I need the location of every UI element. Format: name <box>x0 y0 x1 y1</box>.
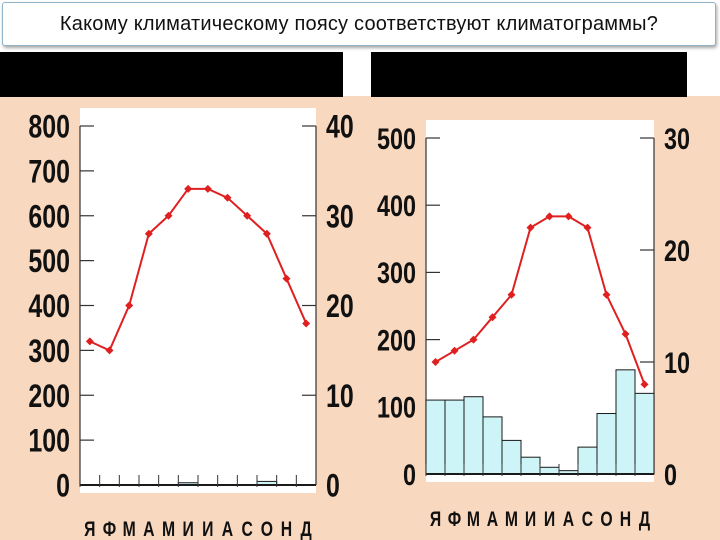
temperature-point <box>85 337 94 346</box>
month-label: А <box>222 517 233 540</box>
temperature-point <box>450 346 459 355</box>
precip-bar <box>444 399 465 475</box>
temperature-point <box>507 290 516 299</box>
temperature-line <box>89 187 308 352</box>
temp-tick-label: 10 <box>664 346 690 379</box>
temp-tick-label: 40 <box>326 110 354 146</box>
temperature-point <box>583 223 592 232</box>
header-bar-left <box>0 52 343 97</box>
month-label: М <box>505 507 518 531</box>
precip-bar <box>539 466 560 475</box>
month-label: Ф <box>448 507 462 531</box>
plot-background-1 <box>80 108 316 493</box>
temperature-point <box>125 301 134 310</box>
precip-bar <box>482 416 503 475</box>
precip-tick-label: 100 <box>377 391 416 424</box>
precip-bar <box>634 392 655 475</box>
temperature-point <box>105 346 114 355</box>
temperature-point <box>262 229 271 238</box>
temperature-point <box>526 223 535 232</box>
month-label: И <box>544 507 555 531</box>
temp-tick-label: 30 <box>326 199 354 235</box>
temperature-point <box>602 290 611 299</box>
month-label: Ф <box>103 517 117 540</box>
temperature-point <box>564 212 573 221</box>
month-label: Я <box>84 517 95 540</box>
precip-tick-label: 400 <box>28 289 70 325</box>
month-label: А <box>143 517 154 540</box>
month-label: С <box>582 507 593 531</box>
month-label: О <box>600 507 612 531</box>
precip-bar <box>520 456 541 475</box>
precip-tick-label: 200 <box>377 324 416 357</box>
temperature-point <box>184 184 193 193</box>
temperature-point <box>223 193 232 202</box>
precip-tick-label: 400 <box>377 189 416 222</box>
temperature-point <box>431 358 440 366</box>
precip-bar <box>501 439 522 475</box>
precip-bar <box>425 399 446 475</box>
precip-tick-label: 700 <box>28 155 70 191</box>
temp-tick-label: 10 <box>326 379 354 415</box>
temp-tick-label: 0 <box>326 469 340 505</box>
temperature-point <box>144 229 153 238</box>
month-label: Я <box>430 507 441 531</box>
header-bar-right <box>371 52 687 97</box>
temp-tick-label: 30 <box>664 122 690 155</box>
month-label: Н <box>281 517 292 540</box>
precip-tick-label: 800 <box>28 110 70 146</box>
temperature-point <box>282 274 291 283</box>
precip-tick-label: 600 <box>28 199 70 235</box>
precip-bar <box>596 413 617 475</box>
precip-tick-label: 100 <box>28 424 70 460</box>
temp-tick-label: 20 <box>664 234 690 267</box>
month-label: О <box>261 517 273 540</box>
precip-tick-label: 0 <box>403 458 416 491</box>
precip-bar <box>577 446 598 475</box>
temperature-point <box>469 335 478 344</box>
temperature-point <box>488 313 497 322</box>
temperature-point <box>621 330 630 338</box>
slide-title: Какому климатическому поясу соответствую… <box>59 12 659 35</box>
precip-bar <box>463 396 484 475</box>
temperature-line <box>434 215 646 385</box>
precip-tick-label: 0 <box>56 469 70 505</box>
temp-tick-label: 20 <box>326 289 354 325</box>
month-label: Д <box>639 507 650 531</box>
month-label: И <box>202 517 213 540</box>
slide-title-box: Какому климатическому поясу соответствую… <box>2 2 716 46</box>
precip-tick-label: 200 <box>28 379 70 415</box>
temperature-point <box>203 184 212 193</box>
month-label: А <box>563 507 574 531</box>
temperature-point <box>164 211 173 220</box>
temperature-point <box>640 380 649 389</box>
temperature-point <box>545 212 554 221</box>
month-label: С <box>241 517 252 540</box>
precip-bar <box>615 369 636 475</box>
month-label: М <box>123 517 136 540</box>
month-label: Д <box>301 517 312 540</box>
temperature-point <box>302 319 311 328</box>
temp-tick-label: 0 <box>664 458 677 491</box>
temperature-point <box>243 211 252 220</box>
precip-tick-label: 300 <box>377 256 416 289</box>
month-label: И <box>525 507 536 531</box>
month-label: А <box>487 507 498 531</box>
month-label: М <box>162 517 175 540</box>
precip-tick-label: 500 <box>28 244 70 280</box>
month-label: М <box>467 507 480 531</box>
month-label: Н <box>620 507 631 531</box>
month-label: И <box>183 517 194 540</box>
precip-tick-label: 500 <box>377 122 416 155</box>
precip-tick-label: 300 <box>28 334 70 370</box>
